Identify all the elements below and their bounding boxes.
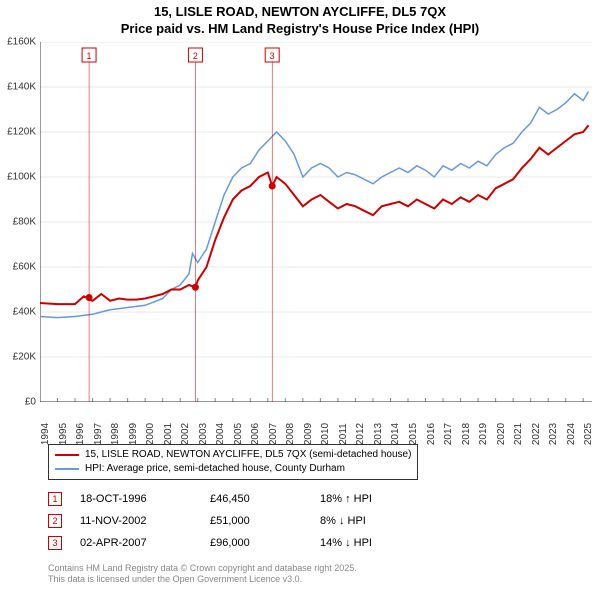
- footer-line1: Contains HM Land Registry data © Crown c…: [48, 563, 357, 575]
- footer-attribution: Contains HM Land Registry data © Crown c…: [48, 563, 357, 586]
- sale-marker-icon: 1: [48, 492, 62, 506]
- sale-date: 11-NOV-2002: [80, 515, 210, 527]
- sales-row: 1 18-OCT-1996 £46,450 18% ↑ HPI: [48, 488, 430, 510]
- sale-date: 18-OCT-1996: [80, 493, 210, 505]
- sales-table: 1 18-OCT-1996 £46,450 18% ↑ HPI 2 11-NOV…: [48, 488, 430, 554]
- svg-text:1: 1: [87, 51, 92, 61]
- legend-label: 15, LISLE ROAD, NEWTON AYCLIFFE, DL5 7QX…: [85, 448, 411, 462]
- legend-swatch: [55, 454, 79, 457]
- legend-label: HPI: Average price, semi-detached house,…: [85, 462, 345, 476]
- y-axis-labels: £0£20K£40K£60K£80K£100K£120K£140K£160K: [0, 42, 38, 402]
- sales-row: 2 11-NOV-2002 £51,000 8% ↓ HPI: [48, 510, 430, 532]
- legend-swatch: [55, 468, 79, 470]
- chart-title: 15, LISLE ROAD, NEWTON AYCLIFFE, DL5 7QX…: [0, 0, 600, 38]
- sale-price: £51,000: [210, 515, 320, 527]
- legend-item: 15, LISLE ROAD, NEWTON AYCLIFFE, DL5 7QX…: [55, 448, 411, 462]
- legend-item: HPI: Average price, semi-detached house,…: [55, 462, 411, 476]
- sale-diff: 18% ↑ HPI: [320, 493, 430, 505]
- sales-row: 3 02-APR-2007 £96,000 14% ↓ HPI: [48, 532, 430, 554]
- legend: 15, LISLE ROAD, NEWTON AYCLIFFE, DL5 7QX…: [48, 444, 418, 480]
- sale-price: £46,450: [210, 493, 320, 505]
- x-axis-labels: 1994199519961997199819992000200120022003…: [40, 404, 592, 444]
- sale-diff: 8% ↓ HPI: [320, 515, 430, 527]
- sale-diff: 14% ↓ HPI: [320, 537, 430, 549]
- sale-date: 02-APR-2007: [80, 537, 210, 549]
- chart-plot-area: 1 2 3: [40, 42, 592, 402]
- sale-marker-icon: 3: [48, 536, 62, 550]
- svg-text:3: 3: [270, 51, 275, 61]
- svg-text:2: 2: [193, 51, 198, 61]
- sale-marker-icon: 2: [48, 514, 62, 528]
- footer-line2: This data is licensed under the Open Gov…: [48, 574, 357, 586]
- title-line2: Price paid vs. HM Land Registry's House …: [0, 21, 600, 38]
- title-line1: 15, LISLE ROAD, NEWTON AYCLIFFE, DL5 7QX: [0, 4, 600, 21]
- sale-price: £96,000: [210, 537, 320, 549]
- chart-svg: 1 2 3: [40, 42, 592, 402]
